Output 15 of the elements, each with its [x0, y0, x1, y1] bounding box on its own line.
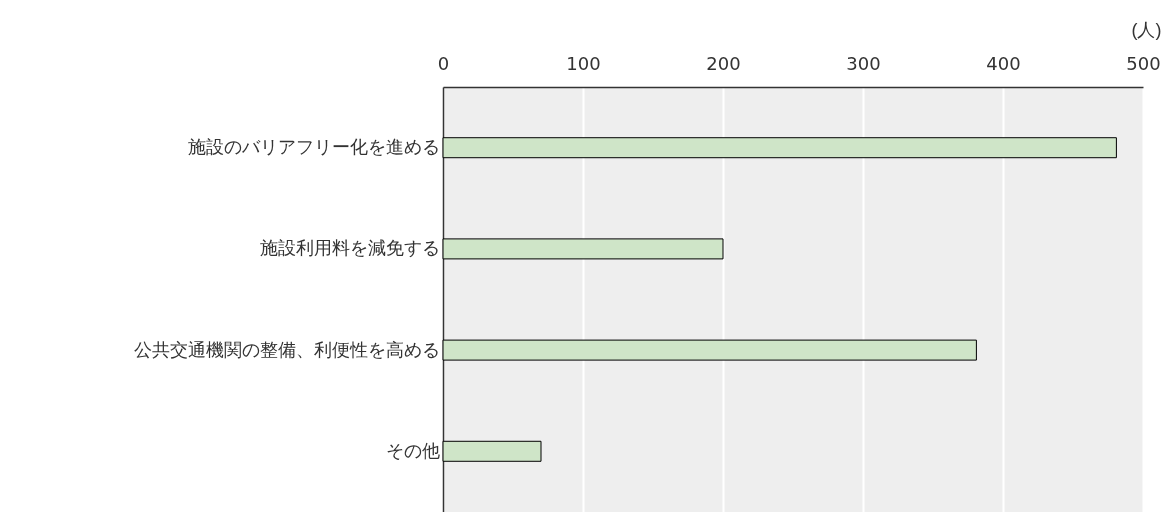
x-tick-label: 300	[846, 52, 881, 74]
bar	[442, 440, 542, 462]
x-axis-title: (人)	[1131, 19, 1162, 40]
y-tick-label: その他	[385, 439, 440, 461]
x-tick-label: 200	[706, 52, 741, 74]
x-tick-label: 500	[1126, 52, 1161, 74]
bar	[442, 238, 724, 260]
y-tick-label: 施設利用料を減免する	[259, 237, 440, 259]
x-tick-label: 100	[566, 52, 601, 74]
bar	[442, 339, 977, 361]
y-tick-label: 公共交通機関の整備、利便性を高める	[133, 338, 440, 360]
bar	[442, 137, 1117, 159]
x-tick-label: 400	[986, 52, 1021, 74]
x-tick-label: 0	[437, 52, 450, 74]
y-tick-label: 施設のバリアフリー化を進める	[187, 136, 440, 158]
